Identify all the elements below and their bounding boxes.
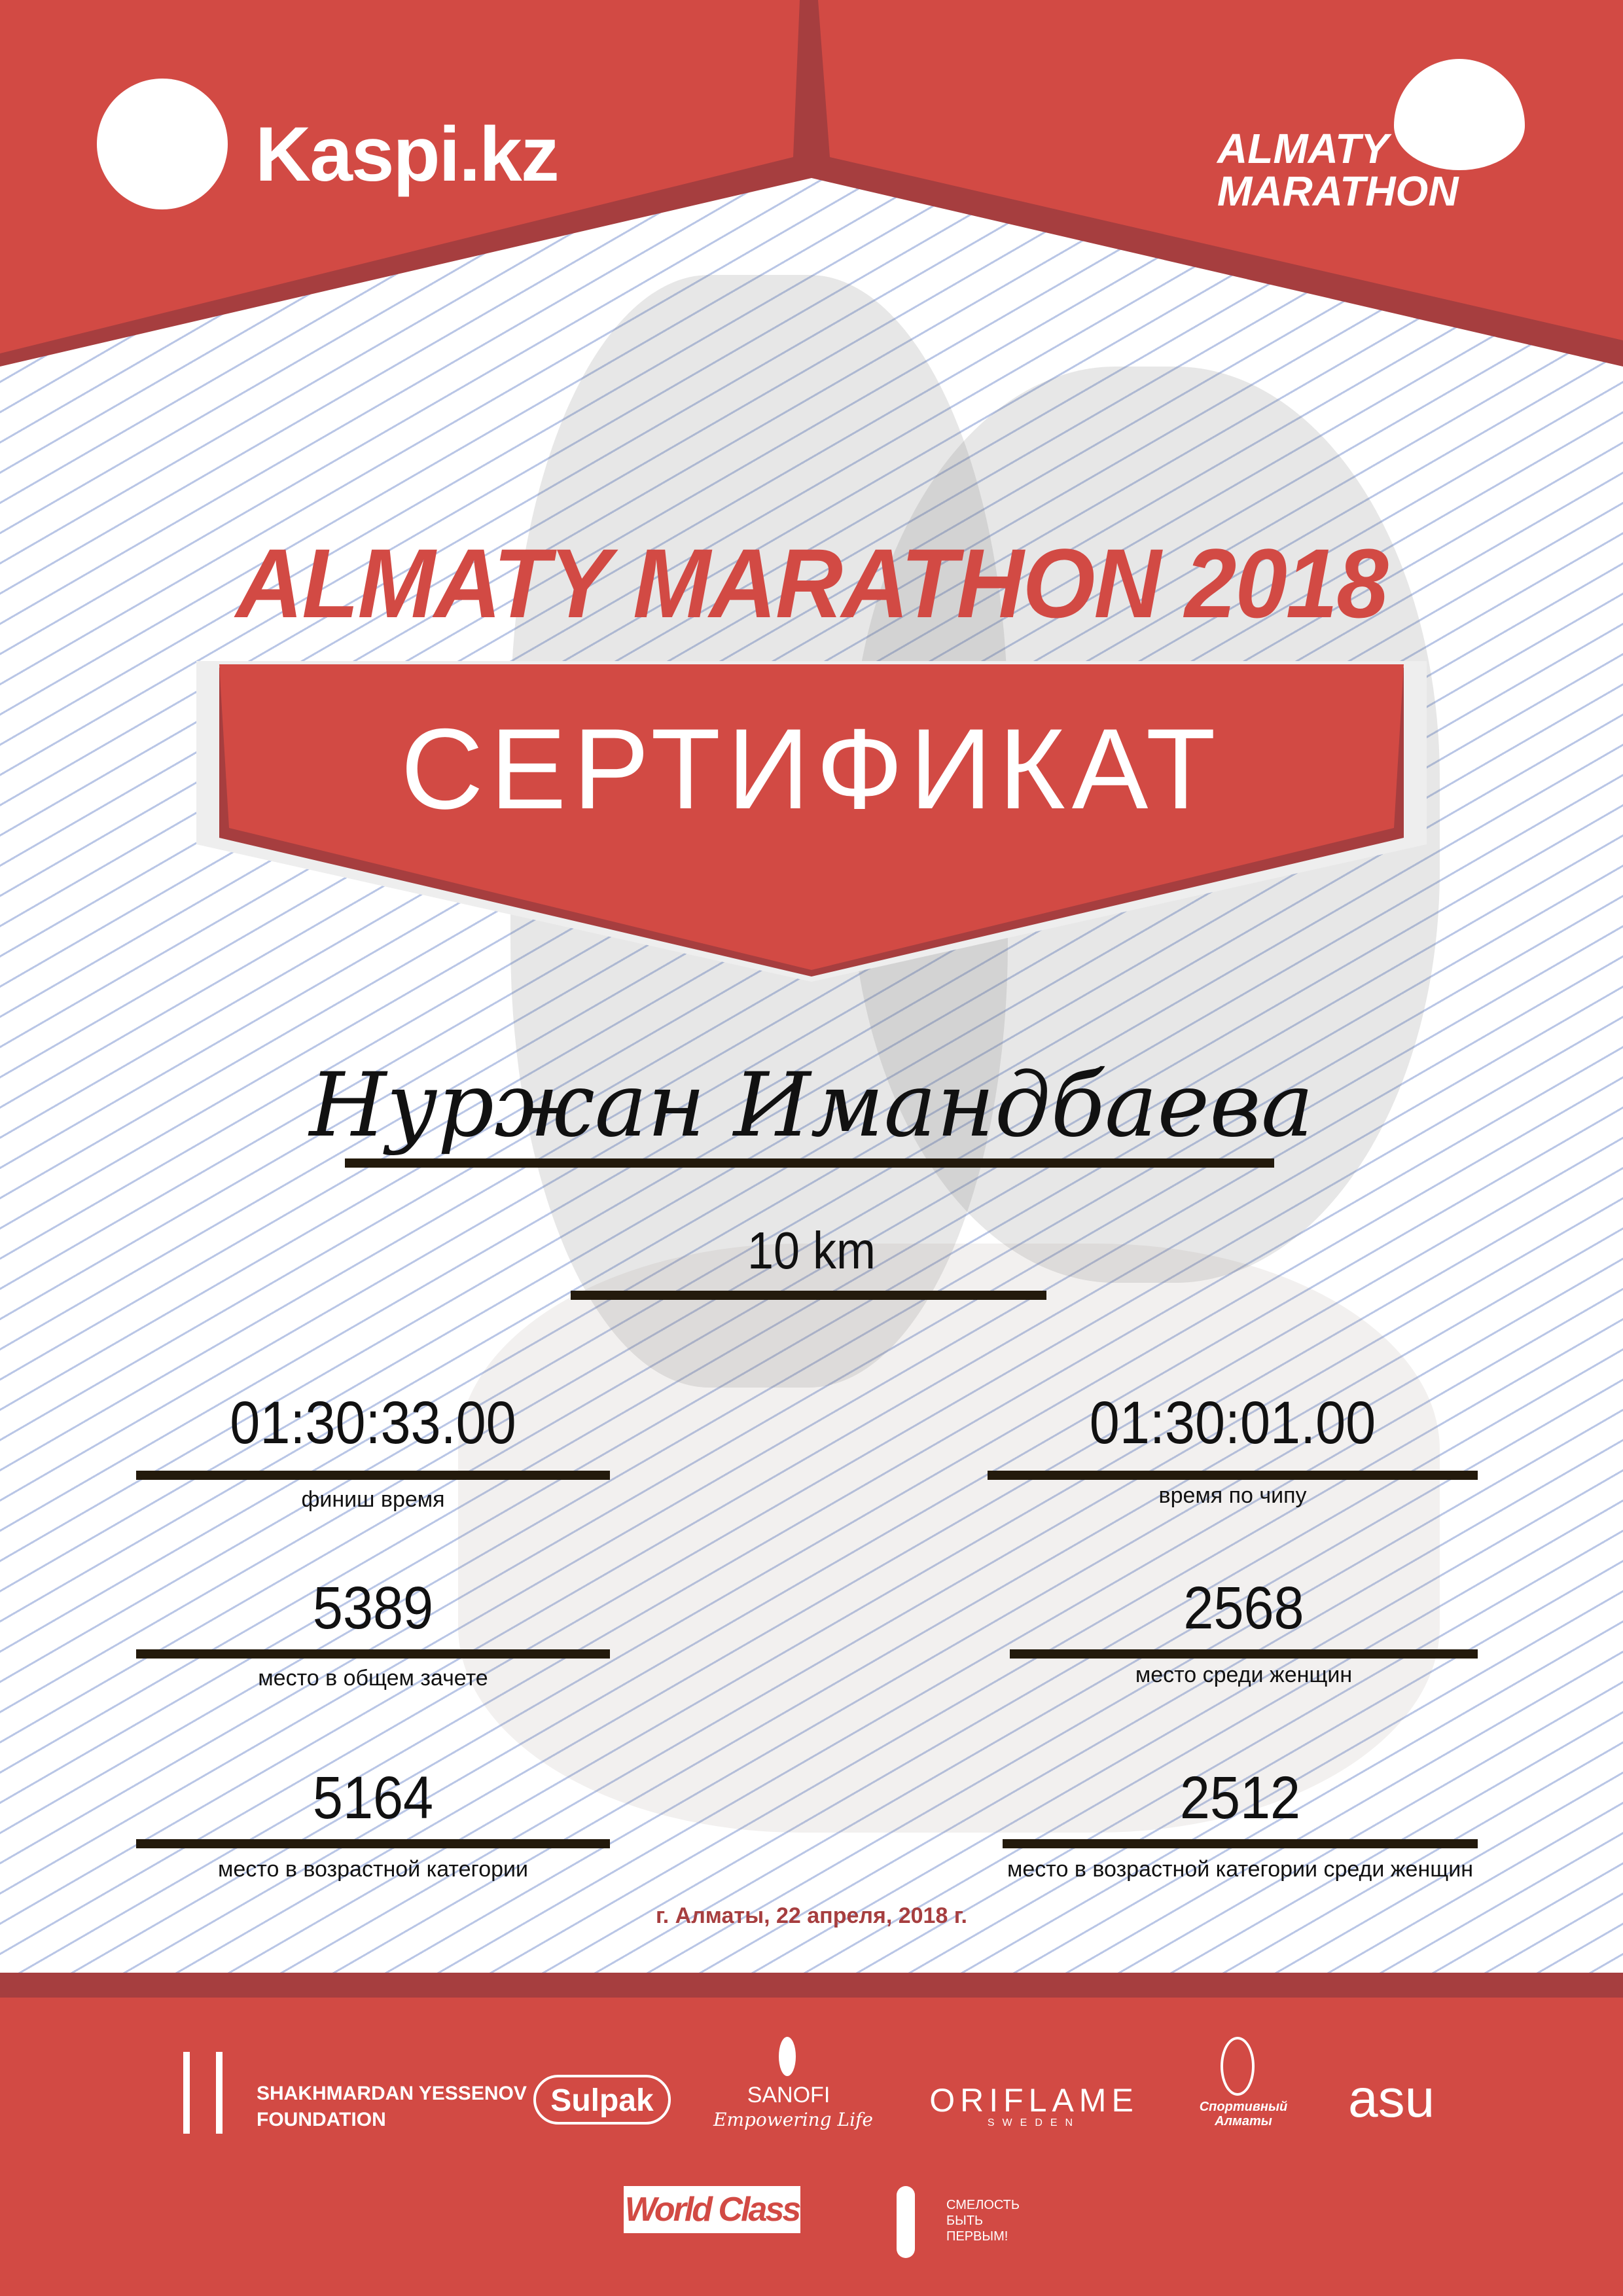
chip-time-value: 01:30:01.00 — [1089, 1390, 1376, 1456]
overall-place-rule — [136, 1649, 610, 1659]
asu-logo: asu — [1348, 2069, 1435, 2128]
sanofi-tagline: Empowering Life — [713, 2109, 873, 2130]
world-class-logo: World Class — [624, 2186, 801, 2233]
age-women-place-value: 2512 — [1179, 1765, 1301, 1831]
women-place-rule — [1010, 1649, 1478, 1659]
chip-time-rule — [988, 1471, 1478, 1480]
sport-almaty-logo: Спортивный Алматы — [1199, 2100, 1288, 2128]
age-place-rule — [136, 1839, 610, 1848]
runner-legs — [458, 1244, 1440, 1833]
sanofi-logo: SANOFI — [747, 2083, 830, 2108]
finish-time-rule — [136, 1471, 610, 1480]
age-women-place-label: место в возрастной категории среди женщи… — [1007, 1857, 1473, 1882]
participant-name: Нуржан Имандбаева — [309, 1054, 1314, 1157]
age-place-label: место в возрастной категории — [218, 1857, 528, 1882]
certificate-banner — [196, 661, 1427, 982]
oriflame-logo: ORIFLAME — [929, 2082, 1139, 2119]
footer-band-dark — [0, 1973, 1623, 1998]
courage-line3: ПЕРВЫМ! — [946, 2229, 1008, 2244]
event-logo-line1: ALMATY — [1217, 125, 1389, 172]
women-place-value: 2568 — [1183, 1575, 1304, 1641]
date-place-line: г. Алматы, 22 апреля, 2018 г. — [656, 1903, 967, 1928]
certificate-heading: СЕРТИФИКАТ — [401, 706, 1222, 833]
courage-line2: БЫТЬ — [946, 2214, 984, 2228]
event-logo-line2: MARATHON — [1217, 168, 1459, 215]
yessenov-foundation-icon — [183, 2052, 223, 2134]
finish-time-value: 01:30:33.00 — [230, 1390, 516, 1456]
women-place-label: место среди женщин — [1135, 1662, 1353, 1687]
sulpak-logo: Sulpak — [533, 2075, 671, 2125]
finish-time-label: финиш время — [301, 1487, 445, 1512]
distance-underline — [571, 1291, 1046, 1300]
marathon-runner-icon — [1394, 59, 1525, 170]
overall-place-label: место в общем зачете — [258, 1666, 488, 1691]
kaspi-logo — [97, 79, 228, 209]
footer — [0, 1998, 1623, 2296]
overall-place-value: 5389 — [312, 1575, 434, 1641]
distance-value: 10 km — [747, 1221, 876, 1280]
kaspi-logo-text: Kaspi.kz — [255, 111, 560, 198]
courage-line1: СМЕЛОСТЬ — [946, 2198, 1020, 2212]
sanofi-bird-icon — [779, 2037, 796, 2076]
yessenov-line2: FOUNDATION — [257, 2109, 386, 2130]
chip-time-label: время по чипу — [1158, 1483, 1307, 1508]
oriflame-sub: SWEDEN — [987, 2117, 1081, 2128]
yessenov-line1: SHAKHMARDAN YESSENOV — [257, 2083, 527, 2104]
age-place-value: 5164 — [312, 1765, 434, 1831]
sport-almaty-emblem — [1221, 2037, 1255, 2096]
courage-foundation-icon — [897, 2186, 915, 2258]
age-women-place-rule — [1003, 1839, 1478, 1848]
event-title: ALMATY MARATHON 2018 — [236, 528, 1388, 638]
name-underline — [345, 1158, 1274, 1168]
